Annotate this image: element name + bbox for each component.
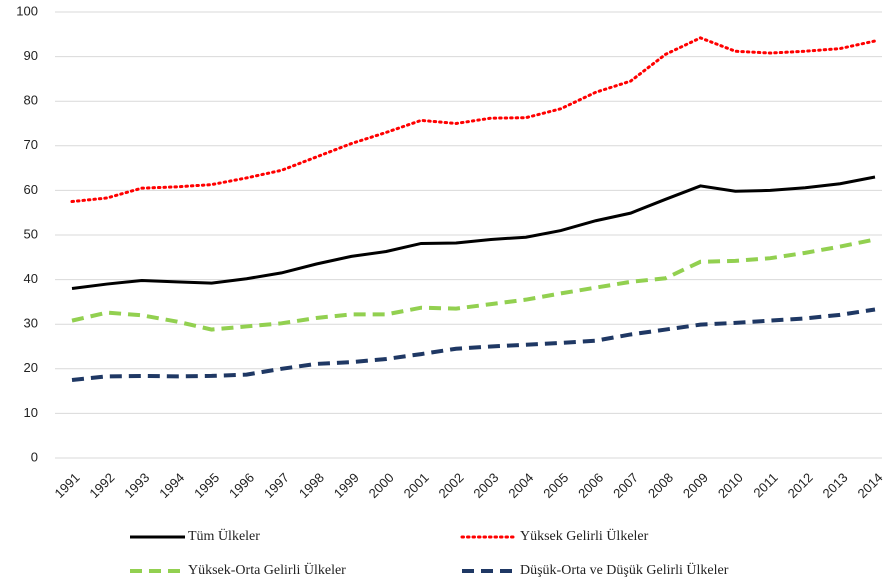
y-tick-label: 40 [24,271,38,286]
y-tick-label: 30 [24,316,38,331]
x-tick-label: 2013 [820,470,851,501]
x-tick-label: 1993 [121,470,152,501]
x-tick-label: 2012 [785,470,816,501]
x-tick-label: 2000 [366,470,397,501]
y-tick-label: 90 [24,48,38,63]
legend-label: Yüksek-Orta Gelirli Ülkeler [188,561,346,578]
y-tick-label: 70 [24,137,38,152]
x-tick-label: 2010 [715,470,746,501]
y-tick-label: 60 [24,182,38,197]
series-line [70,36,877,204]
series-line [71,175,876,291]
y-tick-label: 100 [16,3,38,18]
y-tick-label: 50 [24,226,38,241]
x-tick-label: 2006 [575,470,606,501]
y-tick-label: 80 [24,93,38,108]
x-tick-label: 1995 [191,470,222,501]
legend-label: Tüm Ülkeler [188,527,260,544]
x-tick-label: 2009 [680,470,711,501]
series-line [71,237,876,332]
y-tick-label: 0 [31,449,38,464]
x-tick-label: 2008 [645,470,676,501]
x-tick-label: 1991 [51,470,82,501]
x-tick-label: 2001 [401,470,432,501]
x-tick-label: 1997 [261,470,292,501]
x-tick-label: 1992 [86,470,117,501]
x-tick-label: 2007 [610,470,641,501]
x-tick-label: 1999 [331,470,362,501]
x-tick-label: 2004 [505,470,536,501]
x-tick-label: 2003 [470,470,501,501]
x-tick-label: 2005 [540,470,571,501]
y-tick-label: 20 [24,360,38,375]
x-tick-label: 1996 [226,470,257,501]
x-tick-label: 1994 [156,470,187,501]
y-tick-label: 10 [24,405,38,420]
x-tick-label: 2011 [750,470,780,500]
series-line [71,307,876,382]
legend-label: Düşük-Orta ve Düşük Gelirli Ülkeler [520,561,729,578]
legend-label: Yüksek Gelirli Ülkeler [520,527,649,544]
x-tick-label: 2014 [854,470,885,501]
x-tick-label: 2002 [436,470,467,501]
x-tick-label: 1998 [296,470,327,501]
